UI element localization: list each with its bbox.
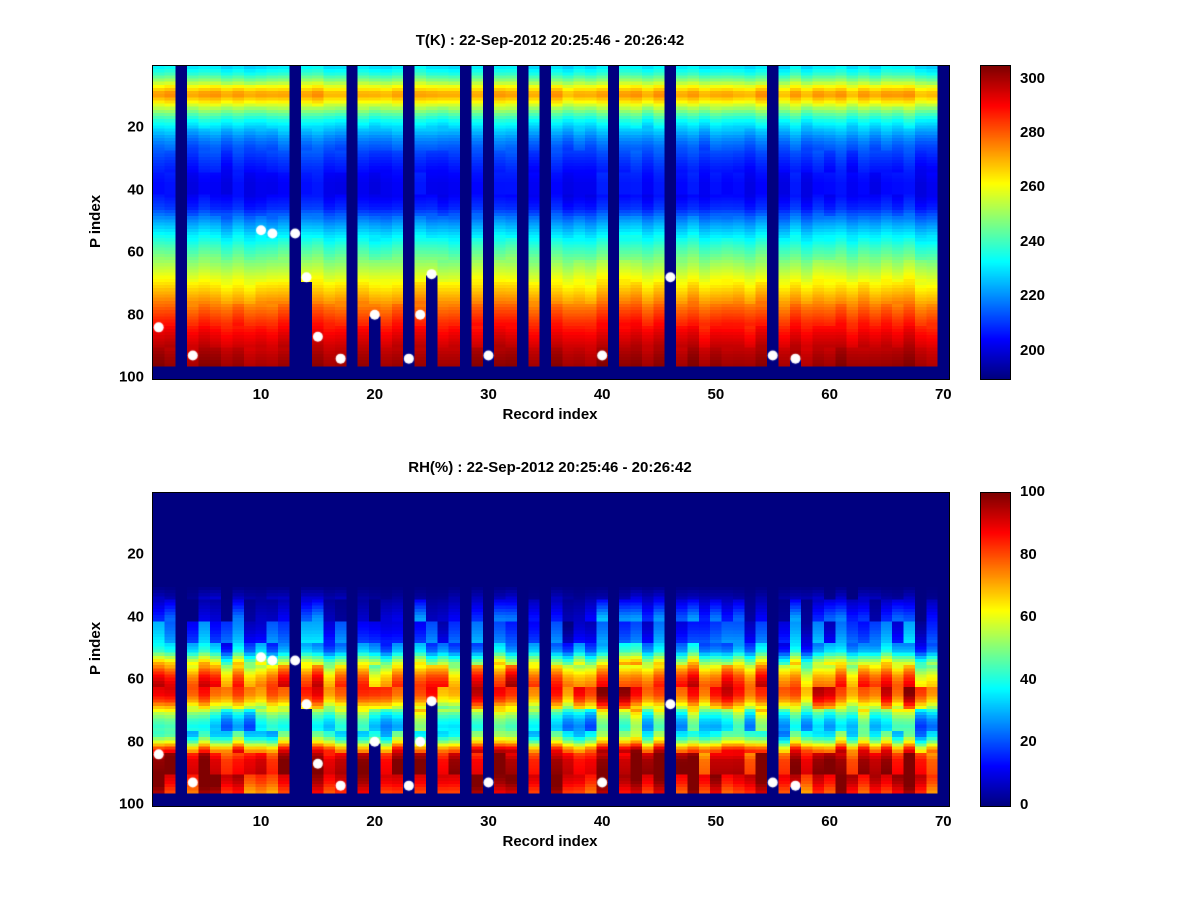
colorbar-tick-label: 80	[1020, 545, 1037, 563]
y-tick-label: 40	[127, 181, 144, 199]
y-tick-label: 80	[127, 733, 144, 751]
x-axis-label: Record index	[502, 833, 598, 850]
colorbar: 0 20 40 60 80 100	[980, 483, 1050, 813]
x-tick-label: 70	[934, 386, 952, 403]
x-tick-label: 40	[593, 386, 611, 403]
colorbar: 200 220 240 260 280 300	[980, 65, 1050, 380]
heatmap-plot-area: 10 20 30 40 50 60 70 20 40 60 80 100	[119, 492, 952, 830]
colorbar-tick-label: 60	[1020, 608, 1037, 626]
x-tick-label: 10	[252, 386, 270, 403]
temperature-heatmap-panel: T(K) : 22-Sep-2012 20:25:46 - 20:26:42 P…	[85, 32, 1050, 423]
x-tick-label: 20	[366, 386, 384, 403]
colorbar-tick-label: 20	[1020, 733, 1037, 751]
y-tick-label: 60	[127, 670, 144, 688]
colorbar-tick-label: 40	[1020, 670, 1037, 688]
colorbar-tick-label: 240	[1020, 232, 1046, 250]
colorbar-tick-label: 100	[1020, 483, 1046, 500]
x-tick-label: 60	[821, 813, 838, 830]
y-axis-label: P index	[87, 194, 105, 249]
heatmap-plot-area: 10 20 30 40 50 60 70 20 40 60 80 100	[119, 65, 952, 403]
x-tick-label: 60	[821, 386, 838, 403]
chart-title: RH(%) : 22-Sep-2012 20:25:46 - 20:26:42	[408, 459, 692, 476]
colorbar-tick-label: 200	[1020, 341, 1046, 359]
x-tick-label: 70	[934, 813, 952, 830]
colorbar-tick-label: 260	[1020, 178, 1046, 196]
x-tick-label: 30	[480, 813, 497, 830]
markers-overlay-canvas	[153, 66, 949, 379]
x-tick-label: 30	[480, 386, 497, 403]
x-tick-label: 40	[593, 813, 611, 830]
colorbar-canvas	[980, 65, 1011, 380]
y-tick-label: 80	[127, 306, 144, 324]
x-tick-label: 10	[252, 813, 270, 830]
y-axis-label: P index	[87, 621, 105, 676]
x-tick-label: 50	[707, 813, 725, 830]
x-axis-label: Record index	[502, 406, 598, 423]
colorbar-tick-label: 300	[1020, 69, 1046, 87]
y-axis-label-wrap: P index	[85, 65, 107, 378]
y-tick-label: 100	[118, 368, 144, 386]
y-tick-label: 40	[127, 608, 144, 626]
colorbar-tick-label: 280	[1020, 124, 1046, 142]
y-tick-label: 100	[118, 795, 144, 813]
y-tick-label: 20	[127, 545, 144, 563]
y-axis-label-wrap: P index	[85, 492, 107, 805]
colorbar-tick-label: 0	[1020, 796, 1029, 813]
x-tick-label: 20	[366, 813, 384, 830]
y-tick-label: 60	[127, 243, 144, 261]
x-tick-label: 50	[707, 386, 725, 403]
markers-overlay-canvas	[153, 493, 949, 806]
chart-title: T(K) : 22-Sep-2012 20:25:46 - 20:26:42	[415, 32, 685, 49]
colorbar-tick-label: 220	[1020, 287, 1046, 305]
y-tick-label: 20	[127, 118, 144, 136]
colorbar-canvas	[980, 492, 1011, 807]
humidity-heatmap-panel: RH(%) : 22-Sep-2012 20:25:46 - 20:26:42 …	[0, 427, 1200, 877]
